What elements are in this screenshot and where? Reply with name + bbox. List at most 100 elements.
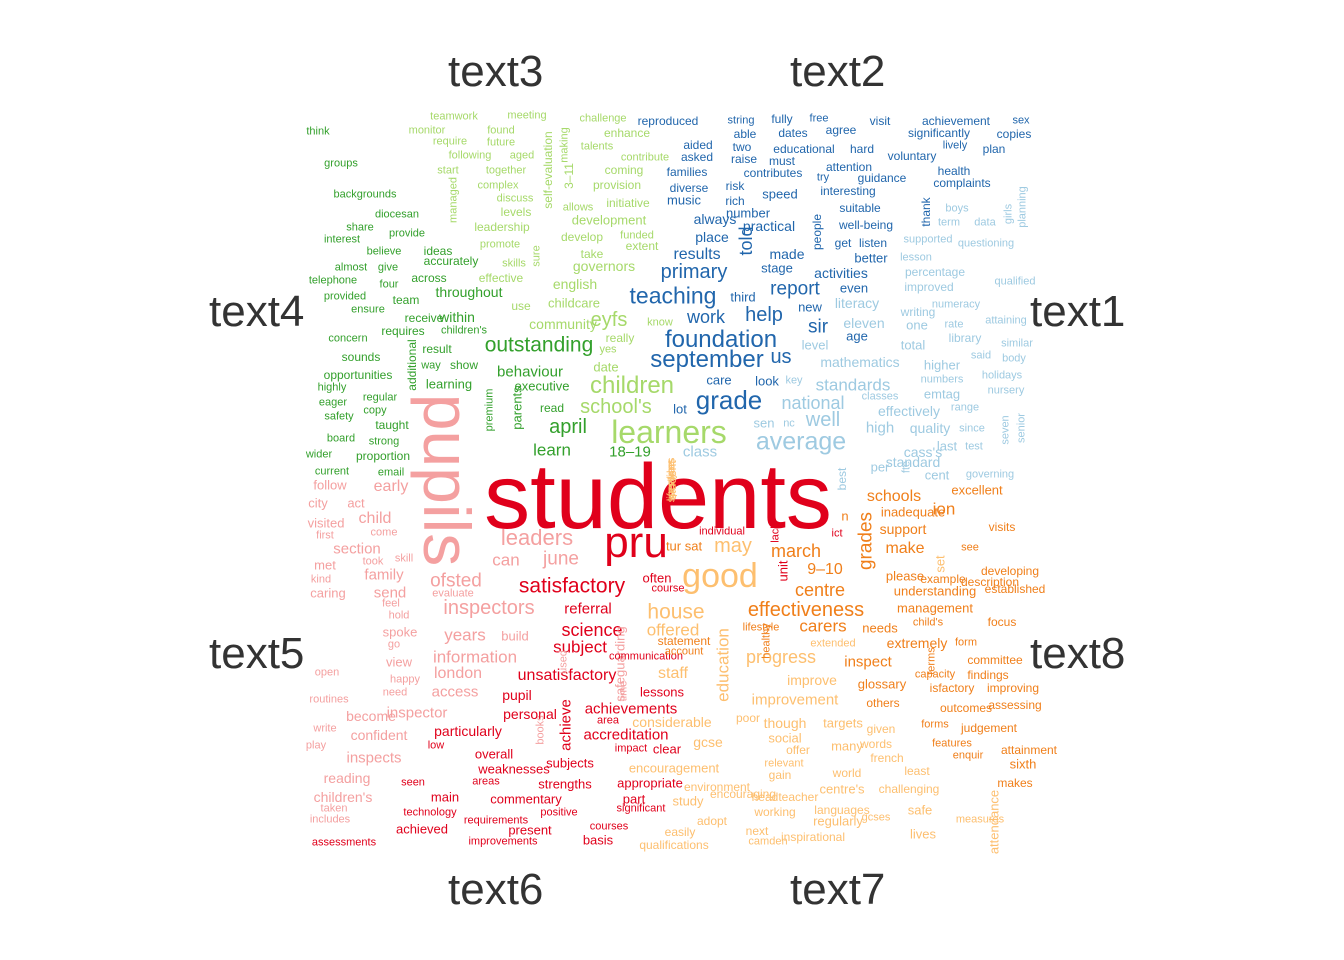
cloud-word: provide [388,227,426,240]
cloud-word: took [362,555,384,568]
cloud-word: achievement [921,114,991,128]
cloud-word: result [422,342,452,356]
cloud-word: cent [924,467,950,483]
cloud-word: may [714,535,752,557]
cloud-word: qualified [994,275,1036,288]
cloud-word: ion [932,499,956,519]
cloud-word: areas [472,775,500,788]
cloud-word: isfactory [929,681,975,695]
cloud-word: carers [799,616,847,636]
cloud-word: grade [695,385,763,415]
cloud-word: hold [388,609,410,622]
cloud-word: appropriate [617,775,683,791]
cloud-word: improve [787,672,837,688]
cloud-word: standards [815,375,891,395]
cloud-word: data [974,216,996,229]
cloud-word: section [333,540,381,558]
cloud-word: requires [381,324,425,338]
cloud-word: good [682,557,758,595]
cloud-word: though [763,715,807,731]
cloud-word: discuss [496,192,534,205]
cloud-word: attainment [1000,743,1058,757]
cloud-word: developing [980,564,1040,578]
cloud-word: body [1002,352,1026,365]
cloud-word: groups [324,157,358,170]
cloud-word: june [543,548,579,570]
cloud-word: health [937,164,971,178]
cloud-word: promote [479,238,521,251]
cloud-word: world [832,766,862,780]
cloud-word: improved [904,280,954,294]
cloud-word: meeting [507,109,547,122]
cloud-word: develop [560,230,604,244]
cloud-word: nursery [987,384,1025,397]
cloud-word: always [693,211,737,227]
cloud-word: skills [502,257,526,270]
cloud-word: eleven [843,315,885,331]
cloud-word: supported [903,233,953,246]
cloud-word: initiative [606,196,650,210]
cloud-word: encouragement [628,760,720,776]
cloud-word: provision [592,178,642,192]
cloud-word: go [387,638,401,651]
cloud-word: age [846,328,868,344]
cloud-word: unit [775,560,791,582]
cloud-word: extent [625,239,659,253]
cloud-word: accreditation [583,726,669,744]
group-label-text8: text8 [1030,629,1126,678]
cloud-word: learners [611,414,727,450]
cloud-word: accurately [423,254,479,268]
cloud-word: education [713,628,733,702]
cloud-word: national [781,393,845,413]
cloud-word: open [314,666,340,679]
cloud-word: seen [401,776,425,789]
cloud-word: primary [660,261,728,283]
cloud-word: risk [725,179,745,193]
cloud-word: met [314,557,336,573]
cloud-word: reading [323,770,371,786]
cloud-word: management [897,600,973,616]
cloud-word: children's [313,789,373,805]
cloud-word: others [866,696,900,710]
cloud-word: one [906,317,928,333]
cloud-word: feel [382,597,400,610]
cloud-word: lack [769,523,782,543]
cloud-word: communication [609,650,683,663]
cloud-word: range [950,401,980,414]
group-label-text7: text7 [790,865,886,914]
cloud-word: complex [477,179,519,192]
cloud-word: support [879,521,927,537]
cloud-word: interesting [820,184,876,198]
cloud-word: safe [907,802,933,818]
cloud-word: highly [317,381,347,394]
cloud-word: school's [580,396,652,418]
cloud-word: rich [725,194,745,208]
cloud-word: happy [390,673,420,686]
cloud-word: regular [362,391,398,404]
cloud-word: seven [999,415,1012,445]
cloud-word: inspector [386,704,448,722]
cloud-word: sir [807,316,829,338]
cloud-word: subjects [546,755,594,771]
cloud-word: sex [1012,114,1030,127]
cloud-word: inadequate [880,504,946,520]
cloud-word: cass's [903,444,943,460]
cloud-word: level [801,337,829,353]
cloud-word: focus [987,615,1017,629]
cloud-word: key [785,374,803,387]
cloud-word: offered [646,620,700,640]
cloud-word: taken [320,802,348,815]
cloud-word: string [727,114,755,127]
cloud-word: child's [912,616,944,629]
cloud-word: assessing [988,698,1042,712]
cloud-word: visits [988,520,1016,534]
cloud-word: quality [909,420,951,436]
cloud-word: considerable [632,714,712,730]
cloud-word: think [306,125,330,138]
cloud-word: established [984,582,1046,596]
cloud-word: lessons [639,684,685,700]
cloud-word: practical [742,218,796,234]
cloud-word: books [534,715,547,745]
cloud-word: lesson [900,251,932,264]
cloud-word: try [816,171,830,184]
